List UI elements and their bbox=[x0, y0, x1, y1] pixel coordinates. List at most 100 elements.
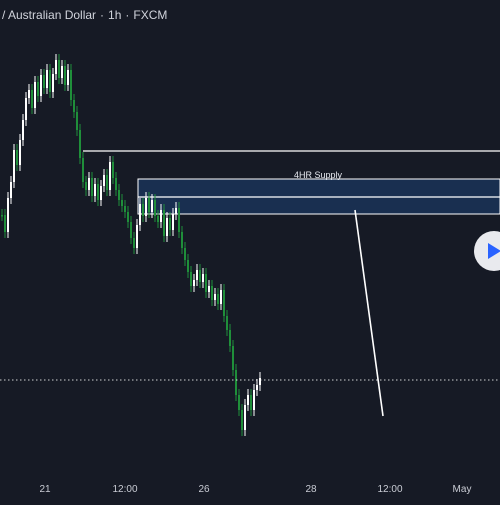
candle-body bbox=[226, 316, 228, 330]
candle-body bbox=[97, 184, 99, 200]
candle-body bbox=[82, 158, 84, 182]
candle-body bbox=[214, 294, 216, 300]
time-tick: 12:00 bbox=[377, 484, 403, 495]
candle-body bbox=[130, 222, 132, 238]
candle-body bbox=[238, 395, 240, 410]
candle-body bbox=[100, 186, 102, 200]
candle-body bbox=[154, 200, 156, 216]
candle-body bbox=[223, 290, 225, 316]
candle-body bbox=[43, 75, 45, 88]
candle-body bbox=[145, 198, 147, 216]
time-axis[interactable]: 21 12:00 26 28 12:00 May bbox=[0, 478, 500, 500]
candle-body bbox=[166, 218, 168, 236]
time-tick: 21 bbox=[39, 484, 51, 495]
candle-body bbox=[253, 390, 255, 410]
symbol-title[interactable]: / Australian Dollar bbox=[2, 8, 97, 22]
candle-body bbox=[175, 208, 177, 214]
candle-body bbox=[217, 294, 219, 304]
candle-body bbox=[244, 405, 246, 430]
candle-body bbox=[151, 200, 153, 212]
candle-body bbox=[52, 74, 54, 92]
candle-body bbox=[22, 120, 24, 140]
candle-body bbox=[241, 410, 243, 430]
candle-body bbox=[118, 190, 120, 200]
replay-play-button[interactable] bbox=[474, 231, 500, 271]
time-tick: May bbox=[452, 484, 472, 495]
header-separator: · bbox=[125, 8, 130, 22]
candle-body bbox=[127, 212, 129, 222]
candle-body bbox=[106, 175, 108, 190]
source-label: FXCM bbox=[133, 8, 168, 22]
candle-body bbox=[124, 206, 126, 212]
candle-body bbox=[190, 272, 192, 286]
candle-body bbox=[58, 60, 60, 78]
time-tick: 12:00 bbox=[112, 484, 138, 495]
candle-body bbox=[259, 378, 261, 385]
candle-body bbox=[49, 70, 51, 92]
candle-body bbox=[229, 330, 231, 346]
candle-body bbox=[25, 98, 27, 120]
candle-body bbox=[193, 280, 195, 286]
candle-body bbox=[46, 70, 48, 88]
candle-body bbox=[184, 248, 186, 260]
candle-body bbox=[76, 112, 78, 130]
candle-body bbox=[160, 210, 162, 222]
play-icon bbox=[488, 243, 500, 259]
drawings-group bbox=[0, 150, 500, 417]
candle-body bbox=[202, 274, 204, 282]
interval-label[interactable]: 1h bbox=[108, 8, 122, 22]
candle-body bbox=[64, 66, 66, 85]
candle-body bbox=[28, 90, 30, 98]
candle-body bbox=[256, 385, 258, 390]
candle-body bbox=[139, 204, 141, 225]
candle-body bbox=[142, 204, 144, 216]
candle-body bbox=[199, 270, 201, 282]
time-tick: 26 bbox=[198, 484, 210, 495]
candle-body bbox=[250, 395, 252, 410]
supply-zone-group bbox=[137, 178, 500, 215]
candle-body bbox=[172, 214, 174, 230]
candle-body bbox=[40, 75, 42, 96]
candles-group bbox=[1, 54, 261, 436]
candle-body bbox=[10, 182, 12, 198]
candle-body bbox=[196, 270, 198, 280]
chart-header: / Australian Dollar · 1h · FXCM bbox=[2, 8, 167, 22]
candle-body bbox=[13, 150, 15, 182]
candle-body bbox=[91, 178, 93, 196]
candle-body bbox=[247, 395, 249, 405]
candle-body bbox=[79, 130, 81, 158]
candle-body bbox=[220, 290, 222, 304]
candle-body bbox=[7, 198, 9, 232]
candle-body bbox=[103, 175, 105, 186]
candle-body bbox=[73, 100, 75, 112]
candle-body bbox=[34, 82, 36, 108]
candle-body bbox=[109, 162, 111, 190]
candle-body bbox=[55, 60, 57, 74]
candle-body bbox=[16, 150, 18, 165]
candle-body bbox=[163, 210, 165, 236]
candle-body bbox=[187, 260, 189, 272]
candle-body bbox=[88, 178, 90, 190]
supply-zone-label[interactable]: 4HR Supply bbox=[293, 170, 343, 180]
candle-body bbox=[208, 286, 210, 292]
candle-body bbox=[235, 370, 237, 395]
candle-body bbox=[181, 232, 183, 248]
candle-body bbox=[112, 162, 114, 178]
candle-body bbox=[136, 225, 138, 248]
candle-body bbox=[115, 178, 117, 190]
candle-body bbox=[67, 70, 69, 85]
time-tick: 28 bbox=[305, 484, 317, 495]
candle-body bbox=[85, 182, 87, 190]
candle-body bbox=[70, 70, 72, 100]
candle-body bbox=[61, 66, 63, 78]
candle-body bbox=[94, 184, 96, 196]
candle-body bbox=[169, 218, 171, 230]
candle-body bbox=[4, 215, 6, 232]
header-separator: · bbox=[100, 8, 105, 22]
candle-body bbox=[133, 238, 135, 248]
candle-body bbox=[148, 198, 150, 212]
candle-body bbox=[178, 208, 180, 232]
candle-body bbox=[37, 82, 39, 96]
